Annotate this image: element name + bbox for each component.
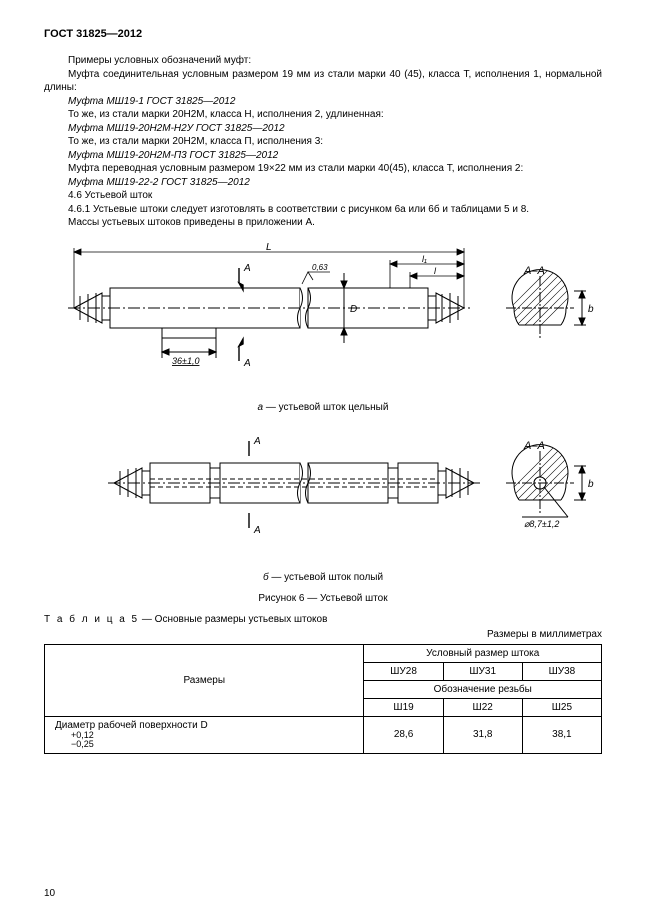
sec-mark-bot-b: А: [253, 525, 261, 536]
tol-up: +0,12: [71, 731, 357, 741]
flat-dim: 36±1,0: [172, 356, 199, 366]
l-label: l: [434, 266, 437, 276]
l1-label: l₁: [422, 254, 427, 264]
d-label: D: [350, 304, 357, 315]
table-title-rest: — Основные размеры устьевых штоков: [142, 614, 328, 625]
th-sh-0: Ш19: [364, 698, 443, 716]
body-line: Массы устьевых штоков приведены в прилож…: [44, 216, 602, 230]
th-shu-2: ШУ38: [522, 662, 601, 680]
L-label: L: [266, 242, 272, 253]
table-title-prefix: Т а б л и ц а 5: [44, 614, 139, 625]
tol-dn: −0,25: [71, 740, 357, 750]
body-line: Муфта соединительная условным размером 1…: [44, 68, 602, 95]
table-title: Т а б л и ц а 5 — Основные размеры устье…: [44, 614, 602, 625]
sec-label-a: А–А: [523, 265, 545, 277]
th-group: Условный размер штока: [364, 644, 602, 662]
body-line: То же, из стали марки 20Н2М, класса П, и…: [44, 135, 602, 149]
figure-b: А А А–А: [44, 423, 602, 604]
body-line: 4.6.1 Устьевые штоки следует изготовлять…: [44, 203, 602, 217]
td-label: Диаметр рабочей поверхности D +0,12 −0,2…: [45, 716, 364, 754]
body-line: Примеры условных обозначений муфт:: [44, 54, 602, 68]
body-text: Примеры условных обозначений муфт:Муфта …: [44, 54, 602, 230]
table-row: Диаметр рабочей поверхности D +0,12 −0,2…: [45, 716, 602, 754]
th-shu-0: ШУ28: [364, 662, 443, 680]
fig-main-caption: Рисунок 6 — Устьевой шток: [44, 593, 602, 604]
doc-header: ГОСТ 31825—2012: [44, 28, 602, 40]
th-thread: Обозначение резьбы: [364, 680, 602, 698]
fig-b-caption: б — устьевой шток полый: [44, 572, 602, 583]
b-label-b: b: [588, 479, 594, 490]
body-line: Муфта МШ19-20Н2М-Н2У ГОСТ 31825—2012: [44, 122, 602, 136]
td-val-1: 31,8: [443, 716, 522, 754]
table-units: Размеры в миллиметрах: [44, 629, 602, 640]
th-shu-1: ШУ31: [443, 662, 522, 680]
td-val-0: 28,6: [364, 716, 443, 754]
body-line: Муфта МШ19-20Н2М-П3 ГОСТ 31825—2012: [44, 149, 602, 163]
sec-mark-top-a: А: [243, 263, 251, 274]
th-sh-1: Ш22: [443, 698, 522, 716]
th-sh-2: Ш25: [522, 698, 601, 716]
figure-a-svg: D 36±1,0 А А: [44, 238, 602, 393]
body-line: То же, из стали марки 20Н2М, класса Н, и…: [44, 108, 602, 122]
body-line: Муфта переводная условным размером 19×22…: [44, 162, 602, 176]
hole-dim: ⌀8,7±1,2: [524, 519, 559, 529]
sec-mark-top-b: А: [253, 436, 261, 447]
main-table: Размеры Условный размер штока ШУ28 ШУ31 …: [44, 644, 602, 755]
table-row: Размеры Условный размер штока: [45, 644, 602, 662]
td-val-2: 38,1: [522, 716, 601, 754]
fig-b-letter: б: [263, 572, 269, 583]
b-label-a: b: [588, 304, 594, 315]
fig-a-caption: а — устьевой шток цельный: [44, 402, 602, 413]
sec-mark-bot-a: А: [243, 358, 251, 369]
th-sizes: Размеры: [45, 644, 364, 716]
body-line: Муфта МШ19-1 ГОСТ 31825—2012: [44, 95, 602, 109]
fig-b-text: — устьевой шток полый: [271, 572, 383, 583]
body-line: 4.6 Устьевой шток: [44, 189, 602, 203]
fig-a-letter: а: [258, 402, 264, 413]
body-line: Муфта МШ19-22-2 ГОСТ 31825—2012: [44, 176, 602, 190]
figure-b-svg: А А А–А: [44, 423, 602, 563]
sec-label-b: А–А: [523, 440, 545, 452]
page-number: 10: [44, 888, 55, 899]
row-label: Диаметр рабочей поверхности D: [55, 720, 208, 731]
figure-a: D 36±1,0 А А: [44, 238, 602, 413]
fig-a-text: — устьевой шток цельный: [266, 402, 389, 413]
roughness-val: 0,63: [312, 263, 328, 272]
